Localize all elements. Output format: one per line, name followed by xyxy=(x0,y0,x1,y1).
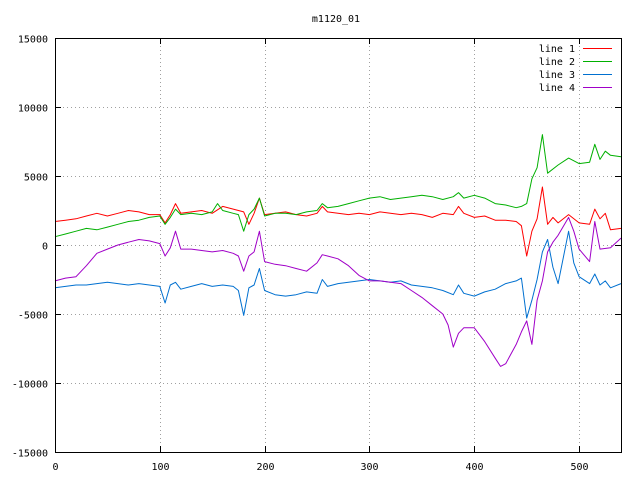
legend-label-3: line 3 xyxy=(539,70,575,81)
legend-label-2: line 2 xyxy=(539,57,575,68)
x-tick-label: 200 xyxy=(256,462,274,473)
y-tick-label: 10000 xyxy=(18,104,48,115)
x-tick-label: 100 xyxy=(151,462,169,473)
grid-lines xyxy=(55,38,621,452)
y-tick-label: -10000 xyxy=(12,380,48,391)
x-tick-label: 0 xyxy=(52,462,58,473)
legend-label-1: line 1 xyxy=(539,44,575,55)
x-tick-label: 300 xyxy=(360,462,378,473)
y-tick-label: -15000 xyxy=(12,449,48,460)
y-tick-label: -5000 xyxy=(18,311,48,322)
x-tick-labels: 0 100 200 300 400 500 xyxy=(52,462,588,473)
axis-ticks xyxy=(55,38,621,453)
legend-label-4: line 4 xyxy=(539,83,575,94)
series-lines xyxy=(54,134,622,367)
legend: line 1 line 2 line 3 line 4 xyxy=(539,44,612,94)
y-tick-label: 15000 xyxy=(18,35,48,46)
y-tick-label: 5000 xyxy=(24,173,48,184)
series-line-1 xyxy=(54,186,622,257)
chart-title: m1120_01 xyxy=(312,14,360,25)
y-tick-label: 0 xyxy=(42,242,48,253)
x-tick-label: 400 xyxy=(465,462,483,473)
series-line-4 xyxy=(54,216,622,367)
series-line-3 xyxy=(54,230,622,319)
y-tick-labels: -15000 -10000 -5000 0 5000 10000 15000 xyxy=(12,35,48,460)
x-tick-label: 500 xyxy=(570,462,588,473)
series-line-2 xyxy=(54,134,622,238)
